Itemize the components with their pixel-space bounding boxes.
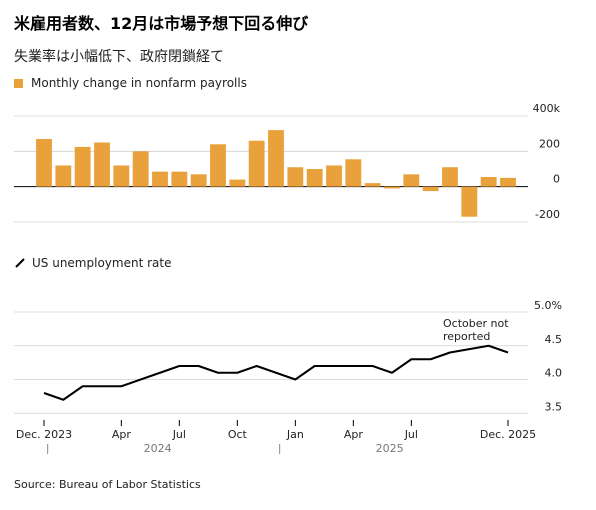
unemployment-line <box>43 344 509 401</box>
payroll-bar <box>500 177 516 187</box>
payroll-bar <box>306 169 323 187</box>
legend-unemployment-label: US unemployment rate <box>32 256 172 270</box>
payroll-bar <box>384 186 400 189</box>
payroll-bar <box>364 183 381 187</box>
line-y-tick-label: 3.5 <box>545 400 563 413</box>
x-tick-label: Jan <box>286 428 304 441</box>
x-tick-label: Apr <box>344 428 364 441</box>
year-label: 2025 <box>376 442 404 455</box>
x-tick-label: Jul <box>404 428 418 441</box>
line-slash-icon <box>15 258 25 268</box>
october-annotation-line2: reported <box>443 330 490 343</box>
payroll-bar <box>55 165 72 187</box>
payroll-bar <box>442 167 458 187</box>
payrolls-swatch-icon <box>14 78 23 88</box>
payroll-bar <box>326 165 342 187</box>
bar-y-tick-label: 200 <box>539 137 560 150</box>
payroll-bar <box>287 167 304 187</box>
x-tick-label: Jul <box>172 428 186 441</box>
chart-title: 米雇用者数、12月は市場予想下回る伸び <box>14 14 309 33</box>
chart-subtitle: 失業率は小幅低下、政府閉鎖経て <box>14 49 224 65</box>
legend-unemployment: US unemployment rate <box>14 256 171 270</box>
year-label: 2024 <box>144 442 172 455</box>
bar-y-tick-label: 0 <box>553 173 560 186</box>
payroll-bar <box>480 176 497 187</box>
payroll-bar <box>152 171 168 187</box>
legend-payrolls-label: Monthly change in nonfarm payrolls <box>31 76 247 90</box>
payroll-bar <box>36 138 52 187</box>
line-y-tick-label: 4.5 <box>545 333 563 346</box>
x-tick-label: Dec. 2025 <box>480 428 536 441</box>
payroll-bar <box>422 186 439 192</box>
line-y-tick-label: 4.0 <box>545 367 563 380</box>
x-tick-label: Dec. 2023 <box>16 428 72 441</box>
october-annotation-line1: October not <box>443 317 509 330</box>
x-tick-label: Apr <box>112 428 132 441</box>
payroll-bar <box>210 144 226 187</box>
payroll-bar <box>171 171 188 187</box>
line-y-tick-label: 5.0% <box>534 299 562 312</box>
payroll-bar <box>132 151 149 187</box>
payroll-bar <box>345 159 362 187</box>
payroll-bar <box>248 140 265 187</box>
bar-y-tick-label: -200 <box>535 208 560 221</box>
payroll-bar <box>74 146 91 187</box>
payroll-bar <box>190 174 207 187</box>
bar-y-tick-label: 400k <box>533 102 561 115</box>
payroll-bar <box>461 186 478 217</box>
payroll-bar <box>94 142 110 187</box>
legend-payrolls: Monthly change in nonfarm payrolls <box>14 76 247 90</box>
payroll-bar <box>268 130 284 187</box>
chart-canvas: 400k 200 0 -200 5.0% 4.5 4.0 3.5 October notrepo… <box>14 102 563 455</box>
payroll-bar <box>113 165 130 187</box>
payroll-bar <box>229 179 246 187</box>
source-note: Source: Bureau of Labor Statistics <box>14 478 201 491</box>
payroll-bar <box>403 174 420 187</box>
x-tick-label: Oct <box>228 428 248 441</box>
